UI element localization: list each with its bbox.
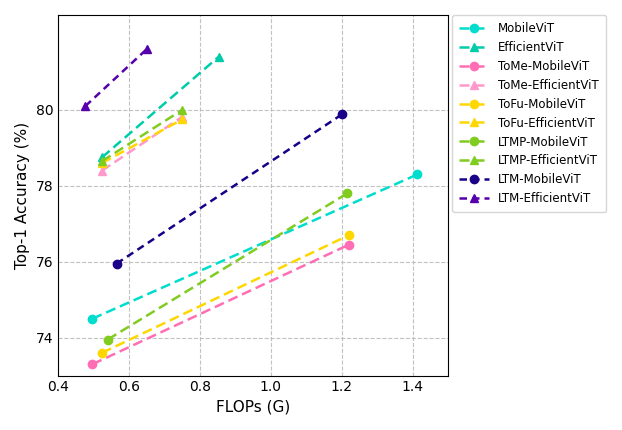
X-axis label: FLOPs (G): FLOPs (G) xyxy=(216,400,290,415)
Y-axis label: Top-1 Accuracy (%): Top-1 Accuracy (%) xyxy=(15,122,30,269)
Legend: MobileViT, EfficientViT, ToMe-MobileViT, ToMe-EfficientViT, ToFu-MobileViT, ToFu: MobileViT, EfficientViT, ToMe-MobileViT,… xyxy=(452,15,606,212)
